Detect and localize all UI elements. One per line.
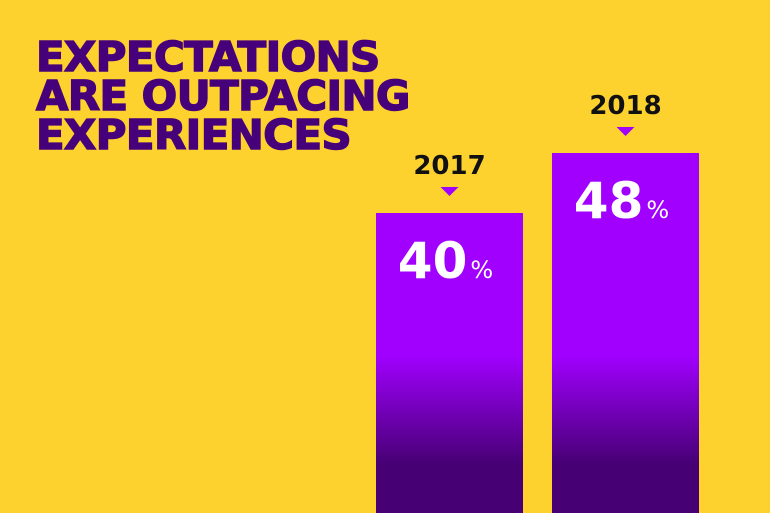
category-label: 2018	[589, 91, 661, 121]
bar-2018	[552, 153, 699, 513]
category-label: 2017	[413, 151, 485, 181]
title-line-2: ARE OUTPACING	[35, 72, 411, 120]
title-line-3: EXPERIENCES	[35, 111, 352, 159]
bar-2017	[376, 213, 523, 513]
value-label: 40%	[398, 232, 493, 290]
value-label: 48%	[574, 172, 669, 230]
title-line-1: EXPECTATIONS	[35, 33, 381, 81]
chart-title: EXPECTATIONS ARE OUTPACING EXPERIENCES	[35, 33, 411, 159]
marker-arrow-icon	[440, 187, 459, 196]
marker-arrow-icon	[616, 127, 635, 136]
